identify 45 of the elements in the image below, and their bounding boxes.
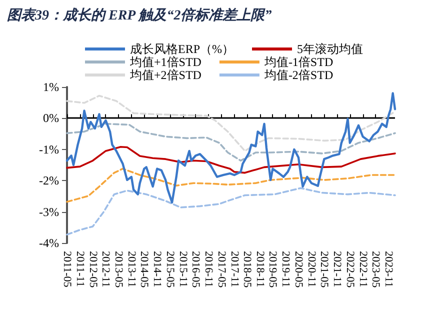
x-tick-label: 2017-11	[228, 251, 240, 288]
y-tick-label: -3%	[39, 204, 59, 219]
chart-title: 图表39：成长的 ERP 触及“2倍标准差上限”	[7, 6, 272, 24]
legend-label: 成长风格ERP（%）	[130, 42, 234, 56]
line-series	[66, 187, 396, 236]
x-tick-label: 2014-11	[151, 251, 164, 288]
x-tick-label: 2016-05	[190, 251, 202, 288]
x-tick-label: 2013-05	[112, 251, 124, 288]
x-tick-label: 2020-05	[292, 251, 304, 288]
x-tick-label: 2020-11	[305, 251, 318, 288]
line-series	[66, 122, 396, 162]
x-tick-label: 2016-11	[202, 251, 215, 288]
x-tick-label: 2023-11	[382, 251, 395, 288]
line-series	[66, 146, 396, 174]
y-tick-label: -1%	[39, 142, 59, 156]
x-tick-label: 2019-11	[280, 251, 292, 288]
x-tick-label: 2018-05	[241, 251, 254, 288]
x-tick-label: 2022-11	[356, 251, 369, 288]
legend-label: 均值-2倍STD	[263, 68, 334, 82]
x-tick-label: 2015-11	[176, 251, 189, 288]
line-series	[66, 94, 396, 152]
y-tick-label: -2%	[39, 174, 59, 188]
x-tick-label: 2011-11	[74, 251, 86, 287]
y-tick-label: -4%	[39, 236, 59, 250]
x-tick-label: 2015-05	[164, 251, 176, 288]
x-tick-label: 2014-05	[138, 251, 150, 288]
legend-label: 均值+2倍STD	[129, 68, 202, 82]
y-tick-label: 1%	[43, 80, 59, 94]
x-tick-label: 2022-05	[344, 251, 356, 288]
legend-label: 5年滚动均值	[297, 42, 364, 56]
x-tick-label: 2018-11	[254, 251, 266, 288]
x-tick-label: 2012-11	[100, 251, 112, 288]
x-tick-label: 2021-05	[318, 251, 330, 288]
x-tick-label: 2019-05	[266, 251, 279, 288]
x-tick-label: 2013-11	[125, 251, 138, 288]
x-tick-label: 2012-05	[86, 251, 99, 288]
legend-label: 均值-1倍STD	[263, 55, 334, 69]
y-tick-label: 0%	[43, 111, 59, 126]
line-series	[66, 168, 396, 203]
x-tick-label: 2021-11	[331, 251, 344, 288]
x-tick-label: 2023-05	[370, 251, 382, 288]
x-tick-label: 2011-05	[61, 251, 73, 288]
x-tick-label: 2017-05	[215, 251, 228, 288]
legend-label: 均值+1倍STD	[129, 55, 202, 69]
line-series	[66, 92, 396, 204]
